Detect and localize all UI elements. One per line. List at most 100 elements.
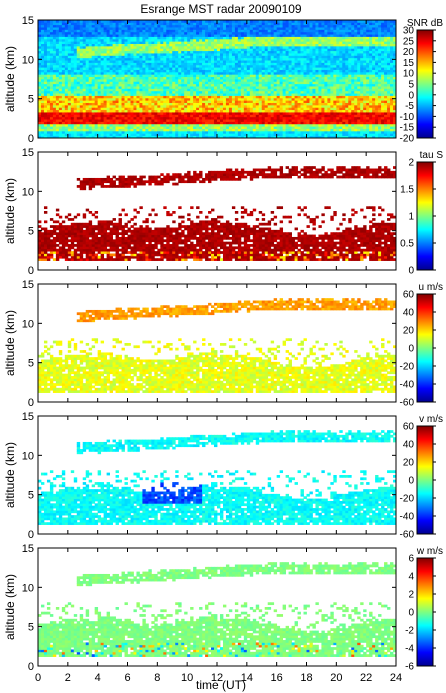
heatmap-cell (231, 29, 236, 33)
heatmap-cell (246, 24, 251, 28)
heatmap-cell (127, 109, 131, 113)
heatmap-cell (139, 109, 143, 113)
heatmap-cell (82, 97, 87, 101)
heatmap-cell (312, 71, 316, 75)
heatmap-cell (85, 60, 90, 63)
heatmap-cell (118, 53, 122, 56)
heatmap-cell (312, 79, 316, 82)
heatmap-cell (258, 88, 263, 92)
heatmap-cell (40, 20, 45, 23)
heatmap-cell (106, 50, 110, 54)
heatmap-cell (288, 86, 292, 89)
heatmap-cell (264, 36, 269, 40)
heatmap-cell (115, 123, 119, 127)
heatmap-cell (166, 34, 170, 37)
heatmap-cell (187, 112, 191, 115)
heatmap-cell (184, 53, 188, 56)
heatmap-cell (324, 86, 328, 89)
heatmap-cell (330, 57, 334, 61)
heatmap-cell (306, 48, 310, 52)
heatmap-cell (279, 109, 284, 113)
heatmap-cell (333, 62, 337, 66)
heatmap-cell (38, 126, 42, 129)
heatmap-cell (145, 31, 149, 35)
heatmap-cell (118, 83, 122, 87)
heatmap-cell (255, 116, 260, 120)
heatmap-cell (282, 53, 287, 56)
heatmap-cell (237, 123, 242, 127)
heatmap-cell (288, 43, 292, 47)
heatmap-cell (294, 41, 298, 44)
heatmap-cell (252, 55, 257, 59)
heatmap-cell (246, 74, 251, 78)
heatmap-cell (73, 57, 78, 61)
heatmap-cell (130, 126, 134, 129)
heatmap-cell (333, 69, 337, 73)
heatmap-cell (163, 69, 167, 73)
heatmap-cell (58, 24, 63, 28)
heatmap-cell (70, 86, 75, 89)
heatmap-cell (79, 24, 84, 28)
heatmap-cell (309, 50, 313, 54)
heatmap-cell (166, 128, 170, 132)
heatmap-cell (130, 83, 134, 87)
heatmap-cell (121, 133, 125, 137)
heatmap-cell (282, 107, 287, 111)
heatmap-cell (118, 60, 122, 63)
heatmap-cell (205, 79, 209, 82)
heatmap-cell (184, 69, 188, 73)
heatmap-cell (148, 74, 152, 78)
heatmap-cell (321, 48, 325, 52)
heatmap-cell (118, 112, 122, 115)
heatmap-cell (225, 67, 230, 70)
heatmap-cell (300, 83, 304, 87)
heatmap-cell (246, 71, 251, 75)
heatmap-cell (79, 90, 84, 94)
heatmap-cell (157, 116, 161, 120)
heatmap-cell (151, 95, 155, 99)
heatmap-cell (217, 93, 221, 96)
heatmap-cell (225, 114, 230, 118)
heatmap-cell (97, 130, 102, 134)
heatmap-cell (175, 90, 179, 94)
heatmap-cell (88, 34, 93, 37)
heatmap-cell (79, 93, 84, 96)
heatmap-cell (73, 43, 78, 47)
heatmap-cell (106, 57, 110, 61)
heatmap-cell (240, 41, 245, 44)
heatmap-cell (145, 27, 149, 30)
heatmap-cell (309, 86, 313, 89)
heatmap-cell (154, 76, 158, 80)
heatmap-cell (112, 31, 116, 35)
heatmap-cell (178, 90, 182, 94)
heatmap-cell (330, 62, 334, 66)
heatmap-cell (294, 67, 298, 70)
heatmap-cell (67, 88, 72, 92)
heatmap-cell (64, 60, 69, 63)
heatmap-cell (142, 67, 146, 70)
heatmap-cell (157, 114, 161, 118)
heatmap-cell (327, 55, 331, 59)
heatmap-cell (91, 53, 96, 56)
heatmap-cell (303, 135, 307, 139)
heatmap-cell (234, 95, 239, 99)
heatmap-cell (246, 90, 251, 94)
heatmap-cell (127, 126, 131, 129)
heatmap-cell (130, 50, 134, 54)
heatmap-cell (139, 29, 143, 33)
heatmap-cell (94, 45, 99, 49)
heatmap-cell (136, 88, 140, 92)
heatmap-cell (118, 62, 122, 66)
heatmap-cell (312, 135, 316, 139)
heatmap-cell (237, 126, 242, 129)
heatmap-cell (181, 57, 185, 61)
heatmap-cell (228, 38, 233, 42)
heatmap-cell (217, 95, 221, 99)
heatmap-cell (258, 100, 263, 103)
heatmap-cell (309, 43, 313, 47)
heatmap-cell (121, 29, 125, 33)
heatmap-cell (133, 69, 137, 73)
heatmap-cell (294, 79, 298, 82)
heatmap-cell (79, 112, 84, 115)
heatmap-cell (70, 112, 75, 115)
